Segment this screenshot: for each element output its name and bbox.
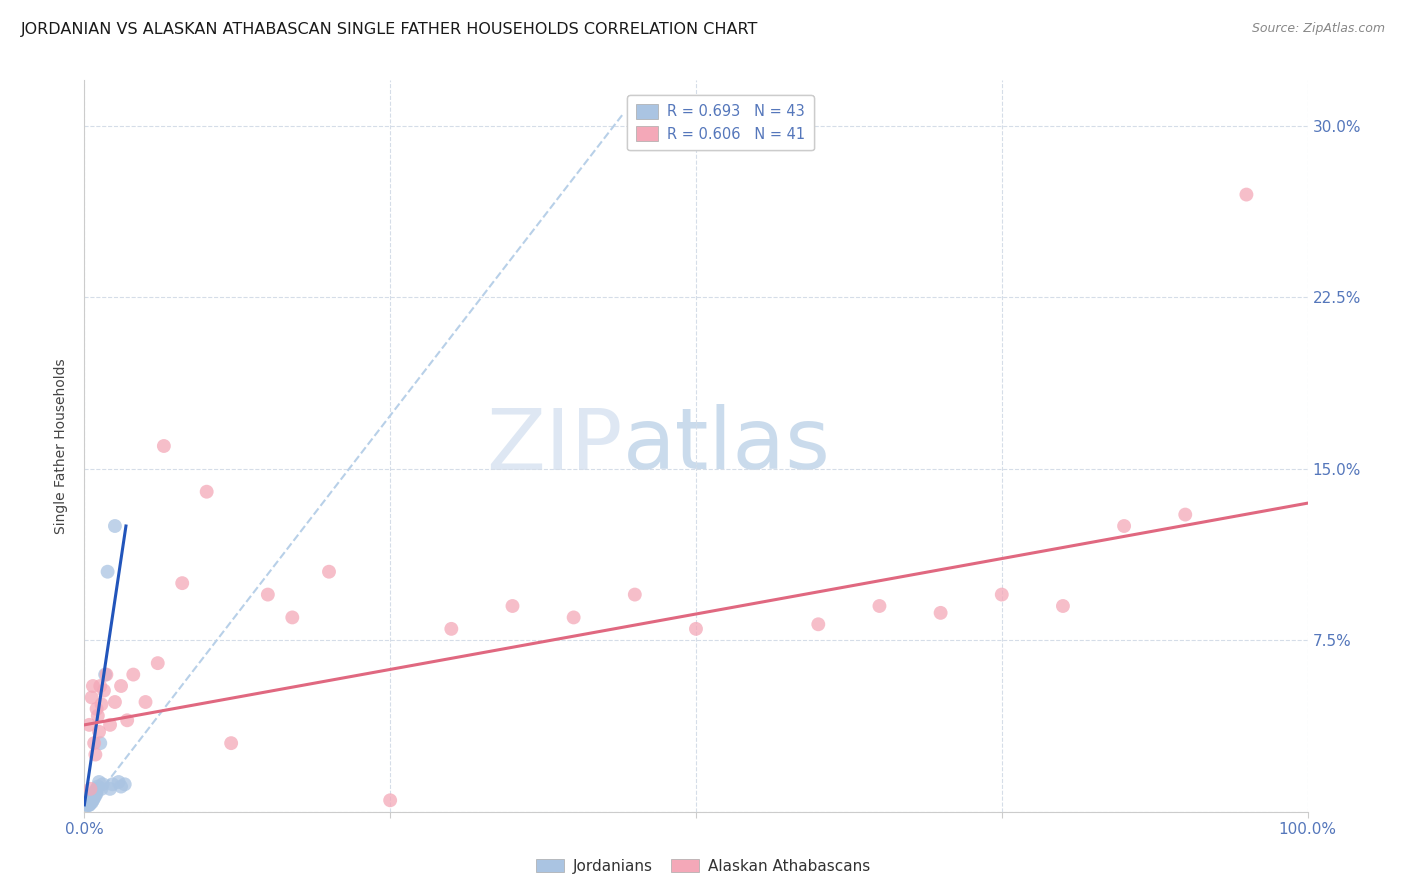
Point (146, 656, 169, 670)
Point (77, 796, 100, 810)
Point (84, 784, 107, 798)
Text: atlas: atlas (623, 404, 831, 488)
Point (77, 797, 100, 812)
Point (94, 667, 117, 681)
Point (991, 588, 1014, 602)
Point (87, 780, 110, 794)
Point (87, 708, 110, 723)
Legend: R = 0.693   N = 43, R = 0.606   N = 41: R = 0.693 N = 43, R = 0.606 N = 41 (627, 95, 814, 151)
Y-axis label: Single Father Households: Single Father Households (55, 359, 69, 533)
Point (1174, 508, 1197, 522)
Point (77, 797, 100, 812)
Point (83, 787, 105, 801)
Point (1052, 599, 1074, 613)
Point (135, 695, 157, 709)
Point (79, 796, 101, 810)
Point (104, 519, 127, 533)
Point (82, 791, 104, 805)
Point (86, 781, 108, 796)
Point (84, 787, 107, 801)
Point (86, 787, 108, 801)
Point (153, 439, 176, 453)
Legend: Jordanians, Alaskan Athabascans: Jordanians, Alaskan Athabascans (530, 853, 876, 880)
Point (79, 793, 101, 807)
Point (91, 777, 114, 791)
Point (77, 796, 100, 810)
Point (76, 797, 98, 812)
Point (77, 718, 100, 732)
Point (281, 610, 304, 624)
Point (110, 679, 132, 693)
Point (624, 588, 647, 602)
Point (80, 793, 103, 807)
Text: JORDANIAN VS ALASKAN ATHABASCAN SINGLE FATHER HOUSEHOLDS CORRELATION CHART: JORDANIAN VS ALASKAN ATHABASCAN SINGLE F… (21, 22, 758, 37)
Point (82, 793, 104, 807)
Point (79, 781, 101, 796)
Point (97, 565, 120, 579)
Point (104, 695, 127, 709)
Point (440, 622, 463, 636)
Point (89, 679, 111, 693)
Text: ZIP: ZIP (486, 404, 623, 488)
Point (115, 714, 138, 728)
Point (77, 797, 100, 812)
Point (84, 747, 107, 762)
Point (77, 797, 100, 812)
Point (807, 617, 830, 632)
Point (90, 698, 112, 712)
Point (101, 777, 124, 791)
Point (929, 606, 952, 620)
Point (869, 599, 891, 613)
Point (80, 796, 103, 810)
Point (82, 789, 104, 803)
Point (86, 784, 108, 798)
Point (80, 690, 103, 705)
Point (562, 610, 585, 624)
Point (77, 796, 100, 810)
Point (122, 667, 145, 681)
Point (502, 599, 524, 613)
Point (79, 796, 101, 810)
Point (172, 576, 194, 591)
Point (90, 781, 112, 796)
Point (82, 679, 104, 693)
Point (98, 781, 121, 796)
Point (87, 724, 110, 739)
Point (195, 484, 218, 499)
Point (380, 793, 402, 807)
Point (1114, 519, 1136, 533)
Point (79, 796, 101, 810)
Point (114, 777, 136, 791)
Text: Source: ZipAtlas.com: Source: ZipAtlas.com (1251, 22, 1385, 36)
Point (83, 789, 105, 803)
Point (79, 793, 101, 807)
Point (1236, 187, 1258, 202)
Point (82, 791, 104, 805)
Point (84, 789, 107, 803)
Point (219, 736, 242, 750)
Point (685, 622, 707, 636)
Point (86, 702, 108, 716)
Point (83, 791, 105, 805)
Point (83, 736, 105, 750)
Point (96, 667, 118, 681)
Point (87, 775, 110, 789)
Point (98, 718, 121, 732)
Point (93, 683, 115, 698)
Point (80, 793, 103, 807)
Point (257, 588, 280, 602)
Point (318, 565, 340, 579)
Point (107, 775, 129, 789)
Point (110, 780, 132, 794)
Point (89, 736, 111, 750)
Point (80, 793, 103, 807)
